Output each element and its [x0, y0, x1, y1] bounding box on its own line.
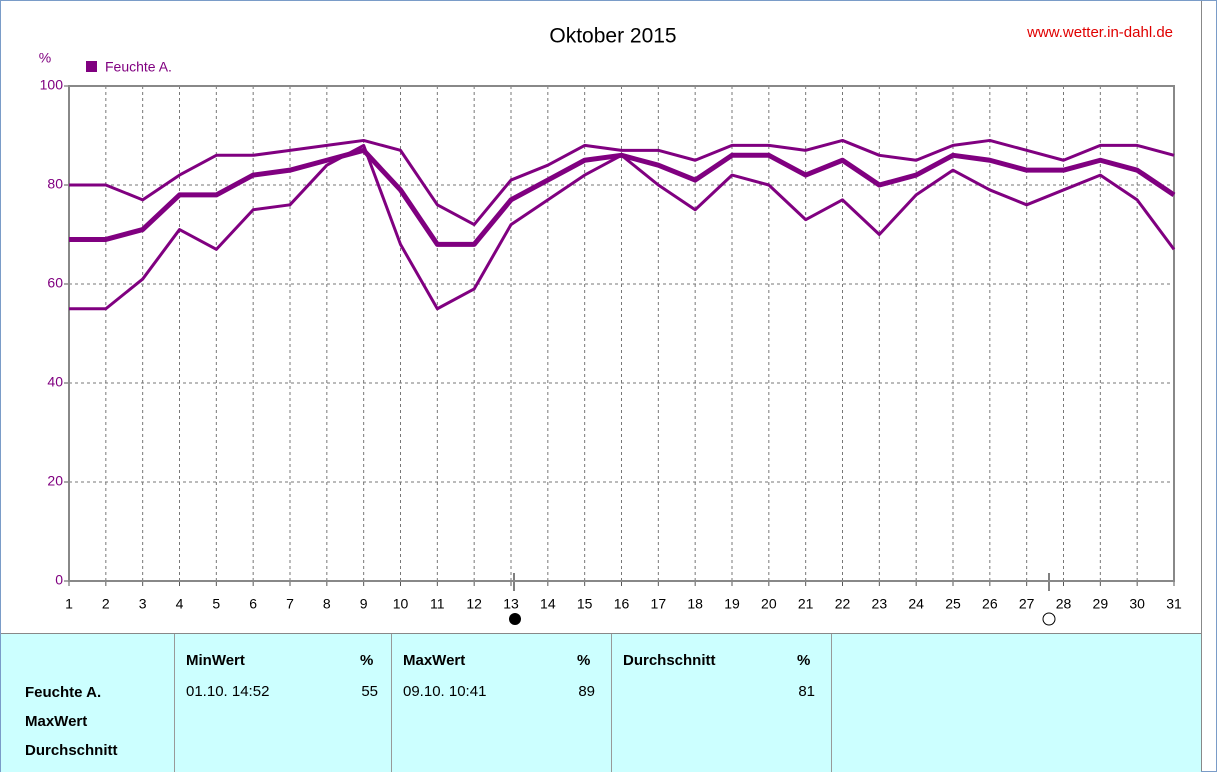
x-tick-label: 2: [102, 596, 110, 612]
column-header: MinWert: [186, 652, 245, 669]
column-divider: [831, 634, 832, 772]
x-tick-label: 1: [65, 596, 73, 612]
legend-label: Feuchte A.: [105, 59, 172, 75]
full-moon: [1042, 612, 1056, 626]
series-line: [69, 143, 1176, 311]
x-tick-label: 15: [577, 596, 593, 612]
y-tick-label: 100: [40, 77, 64, 93]
stat-time: 09.10. 10:41: [403, 683, 487, 700]
x-tick-label: 17: [651, 596, 667, 612]
x-tick-label: 7: [286, 596, 294, 612]
stats-table: Feuchte A. MaxWert Durchschnitt MinWert% 01.…: [1, 633, 1201, 772]
y-tick-label: 0: [55, 572, 63, 588]
new-moon: [509, 613, 521, 625]
x-tick-label: 5: [212, 596, 220, 612]
frame-edge: [1201, 1, 1202, 771]
x-tick-label: 10: [393, 596, 409, 612]
stat-value: 55: [361, 683, 378, 700]
x-tick-label: 27: [1019, 596, 1035, 612]
y-tick-label: 40: [47, 374, 63, 390]
column-unit: %: [797, 652, 811, 669]
x-tick-label: 13: [503, 596, 519, 612]
x-tick-label: 19: [724, 596, 740, 612]
source: www.wetter.in-dahl.de: [1026, 24, 1173, 41]
x-tick-label: 25: [945, 596, 961, 612]
x-tick-label: 22: [835, 596, 851, 612]
x-tick-label: 20: [761, 596, 777, 612]
x-tick-label: 24: [908, 596, 924, 612]
x-tick-label: 16: [614, 596, 630, 612]
chart-title: Oktober 2015: [549, 25, 676, 48]
x-tick-label: 9: [360, 596, 368, 612]
chart: Oktober 2015 www.wetter.in-dahl.de % Feu…: [39, 24, 1182, 626]
y-tick-label: 80: [47, 176, 63, 192]
column-divider: [611, 634, 612, 772]
y-tick-label: 60: [47, 275, 63, 291]
row-label: Feuchte A.: [25, 684, 102, 701]
x-tick-label: 6: [249, 596, 257, 612]
x-tick-label: 14: [540, 596, 556, 612]
x-tick-label: 8: [323, 596, 331, 612]
legend-swatch: [86, 61, 97, 72]
x-tick-label: 18: [687, 596, 703, 612]
x-tick-label: 4: [176, 596, 184, 612]
column-unit: %: [577, 652, 591, 669]
x-tick-label: 31: [1166, 596, 1182, 612]
plot-frame: [68, 85, 1175, 582]
column-unit: %: [360, 652, 374, 669]
row-label: MaxWert: [25, 713, 88, 730]
x-tick-label: 30: [1129, 596, 1145, 612]
x-tick-label: 21: [798, 596, 814, 612]
row-label: Durchschnitt: [25, 742, 118, 759]
stat-time: 01.10. 14:52: [186, 683, 270, 700]
y-tick-label: 20: [47, 473, 63, 489]
column-header: MaxWert: [403, 652, 466, 669]
x-tick-label: 23: [872, 596, 888, 612]
y-axis-label: %: [39, 50, 51, 66]
series-line: [69, 138, 1175, 227]
column-divider: [391, 634, 392, 772]
x-tick-label: 28: [1056, 596, 1072, 612]
x-tick-label: 12: [466, 596, 482, 612]
stat-value: 81: [798, 683, 815, 700]
x-tick-label: 29: [1093, 596, 1109, 612]
stat-value: 89: [578, 683, 595, 700]
x-tick-label: 26: [982, 596, 998, 612]
x-tick-label: 3: [139, 596, 147, 612]
column-divider: [174, 634, 175, 772]
column-header: Durchschnitt: [623, 652, 716, 669]
x-tick-label: 11: [430, 596, 445, 612]
